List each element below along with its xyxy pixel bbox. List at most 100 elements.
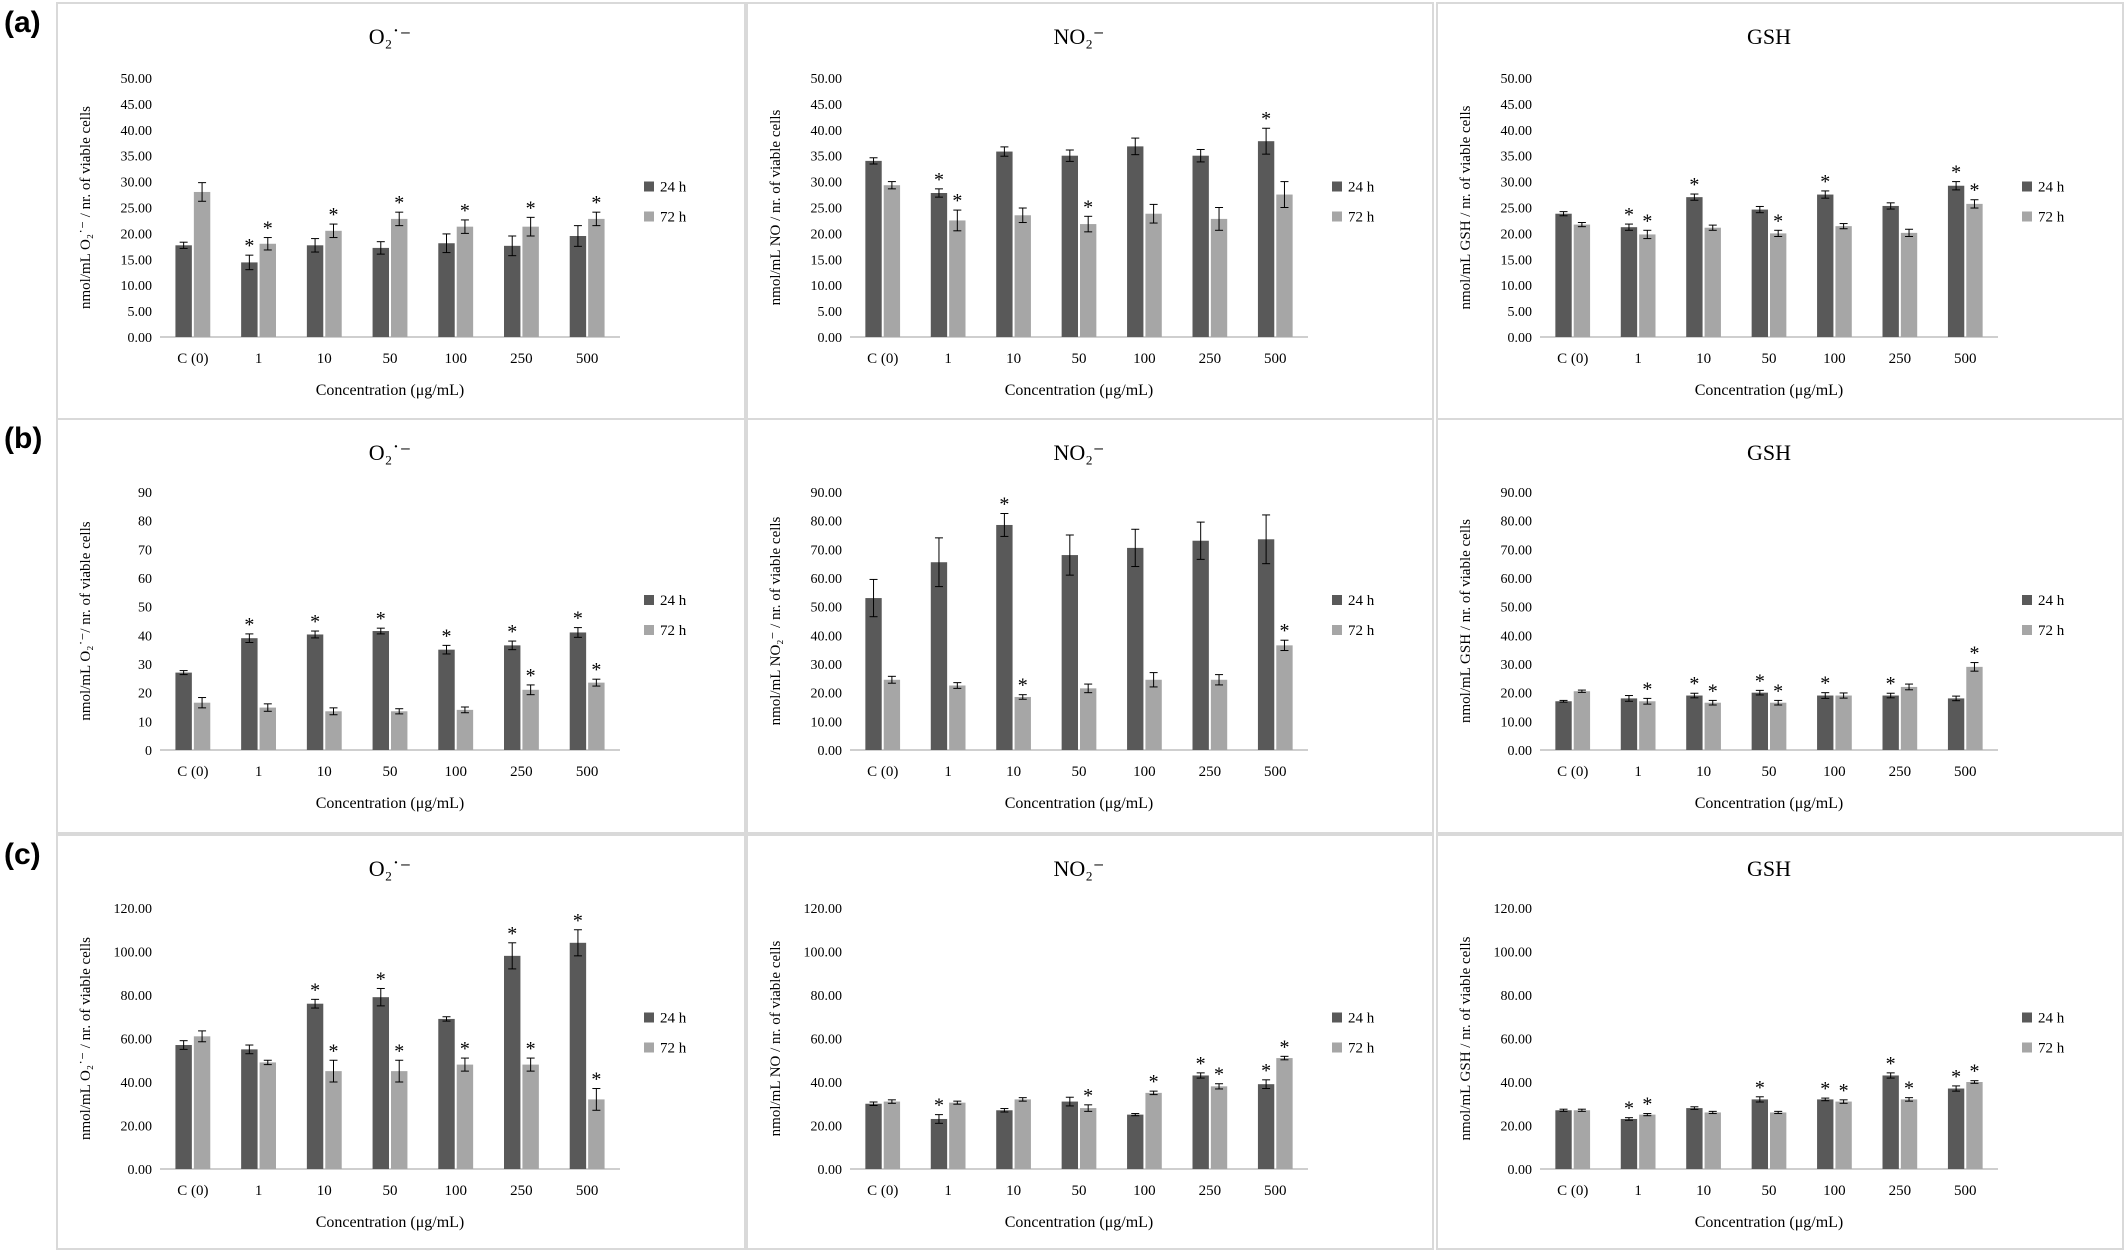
x-tick-label: C (0) [867, 351, 898, 367]
significance-star: * [1689, 174, 1699, 196]
legend-swatch [644, 181, 654, 192]
y-tick-label: 40.00 [1501, 124, 1533, 139]
x-tick-label: 500 [576, 1183, 599, 1199]
row-label-a: (a) [4, 6, 41, 39]
y-tick-label: 20.00 [811, 1120, 843, 1135]
significance-star: * [376, 968, 386, 990]
y-tick-label: 60.00 [811, 1033, 843, 1048]
significance-star: * [460, 200, 470, 222]
bar-24h [1257, 1084, 1275, 1169]
legend-label: 72 h [2038, 210, 2065, 226]
bar-72h [1835, 695, 1852, 750]
chart-title: GSH [1747, 856, 1791, 881]
significance-star: * [329, 204, 339, 226]
chart-title: NO₂⁻ [1053, 856, 1104, 881]
x-tick-label: 10 [1696, 764, 1711, 780]
x-tick-label: 100 [444, 764, 467, 780]
chart-svg: O₂˙⁻ nmol/mL O₂˙⁻ / nr. of viable cells 0.… [78, 24, 687, 399]
bar-72h [1573, 691, 1591, 750]
significance-star: * [1773, 680, 1783, 702]
bar-72h [588, 1099, 605, 1169]
bar-24h [1882, 695, 1899, 750]
x-tick-label: 50 [1072, 351, 1087, 367]
y-tick-label: 45.00 [1501, 98, 1533, 113]
significance-star: * [1083, 1085, 1093, 1107]
y-tick-label: 40 [138, 629, 152, 644]
bar-72h [1014, 215, 1031, 337]
legend-label: 24 h [660, 593, 687, 609]
x-tick-label: C (0) [867, 1183, 898, 1199]
x-tick-label: 500 [1264, 1183, 1287, 1199]
chart-panel: GSH nmol/mL GSH / nr. of viable cells 0.00… [1436, 418, 2124, 834]
significance-star: * [591, 192, 601, 214]
y-tick-label: 35.00 [1501, 150, 1533, 165]
y-tick-label: 70.00 [811, 543, 843, 558]
x-tick-label: 250 [510, 1183, 533, 1199]
y-tick-label: 60.00 [811, 572, 843, 587]
bar-24h [372, 631, 389, 750]
chart-panel: O₂˙⁻ nmol/mL O₂˙⁻ / nr. of viable cells 0.… [56, 2, 746, 420]
x-tick-label: 50 [383, 351, 398, 367]
legend-label: 72 h [660, 1041, 687, 1057]
x-tick-label: 50 [1072, 1183, 1087, 1199]
y-tick-label: 20.00 [121, 227, 153, 242]
bar-24h [1882, 1075, 1899, 1169]
x-tick-label: 10 [1006, 1183, 1021, 1199]
row-label-c: (c) [4, 838, 41, 871]
y-tick-label: 10.00 [811, 279, 843, 294]
x-tick-label: 1 [1634, 1183, 1642, 1199]
x-tick-label: 50 [1072, 764, 1087, 780]
y-tick-label: 20.00 [811, 227, 843, 242]
y-tick-label: 0 [145, 744, 152, 759]
significance-star: * [1261, 1060, 1271, 1082]
y-tick-label: 80 [138, 515, 152, 530]
x-tick-label: 500 [1264, 764, 1287, 780]
bar-72h [1210, 218, 1228, 337]
bar-24h [1257, 539, 1275, 750]
x-tick-label: C (0) [177, 1183, 208, 1199]
x-axis-label: Concentration (μg/mL) [1005, 1214, 1154, 1231]
significance-star: * [376, 608, 386, 630]
x-tick-label: 250 [1199, 764, 1222, 780]
chart-panel: GSH nmol/mL GSH / nr. of viable cells 0.00… [1436, 2, 2124, 420]
y-axis-label: nmol/mL NO / nr. of viable cells [768, 941, 784, 1137]
chart-panel: O₂˙⁻ nmol/mL O₂˙⁻/ nr. of viable cells 0 10… [56, 418, 746, 834]
x-tick-label: C (0) [1557, 351, 1588, 367]
bar-72h [1900, 232, 1918, 337]
bar-24h [1817, 695, 1834, 750]
y-tick-label: 25.00 [121, 202, 153, 217]
y-tick-label: 120.00 [1494, 902, 1533, 917]
y-tick-label: 20.00 [1501, 1120, 1533, 1135]
y-axis-label: nmol/mL GSH / nr. of viable cells [1458, 519, 1474, 723]
bar-24h [1555, 1110, 1572, 1169]
y-tick-label: 90.00 [811, 486, 843, 501]
legend-label: 24 h [1348, 593, 1375, 609]
y-axis-label: nmol/mL GSH / nr. of viable cells [1458, 936, 1474, 1140]
bar-72h [1770, 233, 1787, 337]
y-tick-label: 40.00 [811, 629, 843, 644]
x-tick-label: 1 [944, 351, 952, 367]
legend-label: 72 h [1348, 623, 1375, 639]
bar-24h [175, 672, 192, 750]
significance-star: * [1018, 675, 1028, 697]
bar-72h [1014, 1099, 1031, 1169]
bar-72h [1704, 702, 1721, 750]
y-tick-label: 40.00 [121, 1076, 153, 1091]
bar-24h [1751, 209, 1768, 337]
bar-72h [1704, 227, 1721, 337]
x-tick-label: 100 [1823, 764, 1846, 780]
x-tick-label: 100 [1133, 764, 1156, 780]
x-tick-label: 10 [1006, 351, 1021, 367]
x-tick-label: C (0) [177, 351, 208, 367]
significance-star: * [526, 1038, 536, 1060]
y-tick-label: 15.00 [1501, 253, 1533, 268]
y-axis-label: nmol/mL NO / nr. of viable cells [768, 110, 784, 306]
bar-72h [391, 711, 408, 750]
bar-24h [1192, 540, 1209, 750]
bar-72h [193, 191, 211, 337]
x-tick-label: 50 [1762, 764, 1777, 780]
x-axis-label: Concentration (μg/mL) [316, 795, 465, 812]
bar-24h [930, 1118, 948, 1169]
bar-24h [372, 997, 389, 1169]
significance-star: * [1969, 180, 1979, 202]
